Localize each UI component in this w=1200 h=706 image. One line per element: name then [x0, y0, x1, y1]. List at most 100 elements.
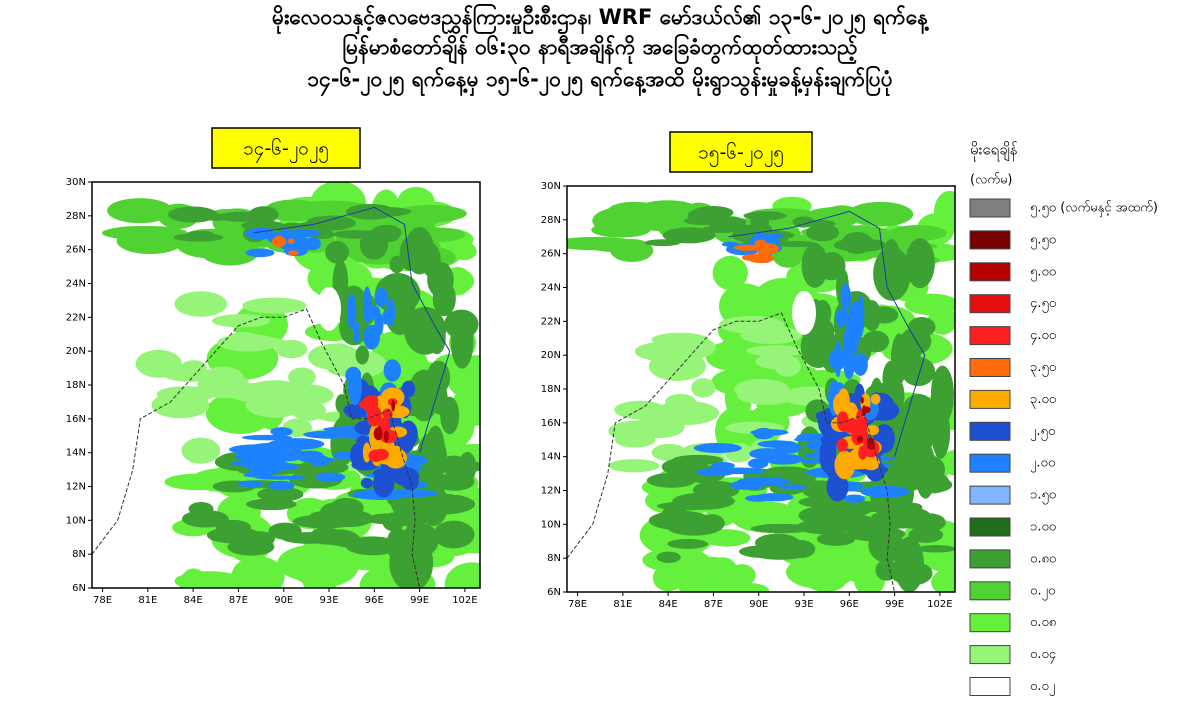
legend-swatch — [969, 517, 1011, 537]
rain-patch — [168, 206, 218, 223]
y-tick-label: 14N — [541, 452, 561, 463]
rain-patch — [156, 386, 216, 403]
rain-patch — [245, 248, 275, 258]
rain-patch — [608, 459, 660, 473]
rain-patch — [380, 387, 405, 408]
x-tick-label: 90E — [749, 599, 768, 610]
rain-patch — [384, 447, 407, 469]
rain-patch — [116, 227, 184, 255]
rain-patch — [345, 366, 362, 384]
y-tick-label: 18N — [66, 380, 86, 391]
rain-patch — [174, 291, 228, 317]
rain-patch — [231, 556, 285, 588]
legend-swatch — [969, 358, 1011, 377]
rain-patch — [695, 467, 736, 477]
rain-patch — [135, 349, 182, 378]
rain-patch — [384, 434, 388, 442]
rain-patch — [364, 395, 379, 406]
coastline — [567, 312, 896, 592]
rain-patch — [836, 438, 848, 452]
legend-label: ၄.၅၀ — [1030, 296, 1056, 313]
rain-patch — [478, 508, 480, 519]
rain-patch — [188, 502, 214, 516]
rain-patch — [833, 238, 887, 252]
x-tick-label: 78E — [93, 595, 112, 606]
rain-patch — [651, 332, 709, 347]
y-tick-label: 8N — [547, 553, 561, 564]
legend-swatch — [969, 549, 1011, 569]
date-box — [669, 131, 813, 173]
rain-patch — [844, 418, 861, 434]
rain-patch — [773, 240, 818, 248]
rain-patch — [329, 497, 364, 518]
x-tick-label: 99E — [885, 599, 904, 610]
rain-patch — [846, 313, 853, 350]
rain-patch — [374, 287, 389, 308]
x-tick-label: 81E — [138, 595, 157, 606]
rain-patch — [475, 540, 480, 549]
rain-patch — [816, 531, 856, 546]
rain-patch — [899, 508, 932, 530]
rain-patch — [856, 435, 863, 443]
rain-patch — [800, 325, 836, 369]
rain-patch — [398, 420, 418, 448]
rain-patch — [353, 321, 360, 344]
rain-patch — [427, 261, 454, 298]
rain-patch — [271, 236, 286, 248]
y-tick-label: 26N — [66, 245, 86, 256]
rain-patch — [792, 290, 817, 335]
y-tick-label: 10N — [541, 519, 561, 530]
legend-swatch — [969, 389, 1011, 409]
rain-patch — [860, 485, 910, 498]
rain-patch — [270, 427, 293, 437]
title-line: ၁၄-၆-၂၀၂၅ ရက်နေ့မှ ၁၅-၆-၂၀၂၅ ရက်နေ့အထိ မ… — [307, 64, 892, 97]
x-tick-label: 81E — [613, 599, 632, 610]
rain-patch — [241, 220, 285, 231]
rain-patch — [386, 527, 410, 562]
y-tick-label: 14N — [66, 448, 86, 459]
rain-patch — [693, 443, 742, 454]
x-tick-label: 84E — [659, 599, 678, 610]
rain-patch — [862, 330, 890, 353]
rain-patch — [275, 339, 308, 359]
rain-patch — [211, 314, 271, 328]
rain-patch — [404, 306, 447, 355]
legend-swatch — [969, 453, 1011, 473]
rain-patch — [362, 286, 372, 324]
rain-patch — [363, 324, 381, 350]
y-tick-label: 6N — [547, 587, 561, 598]
rain-patch — [247, 449, 308, 462]
rain-patch — [795, 435, 829, 442]
legend-swatch — [969, 294, 1011, 314]
rain-patch — [916, 545, 955, 553]
y-tick-label: 12N — [66, 482, 86, 493]
x-tick-label: 87E — [704, 599, 723, 610]
rain-patch — [482, 494, 558, 538]
rain-patch — [310, 215, 356, 231]
rain-patch — [729, 480, 765, 490]
rain-patch — [757, 440, 797, 448]
rain-patch — [389, 255, 404, 274]
legend-label: ၀.၀၂ — [1030, 679, 1055, 696]
rain-patch — [268, 480, 295, 491]
legend-label: ၁.၅၀ — [1030, 488, 1056, 505]
rain-patch — [404, 226, 435, 275]
y-tick-label: 18N — [541, 384, 561, 395]
rain-patch — [406, 504, 425, 563]
border — [253, 206, 451, 453]
rain-patch — [648, 510, 712, 531]
legend-label: ၃.၀၀ — [1030, 392, 1056, 409]
rain-patch — [747, 253, 775, 264]
rain-patch — [863, 300, 881, 332]
legend-label: ၁.၀၀ — [1030, 520, 1056, 535]
rain-patch — [667, 538, 709, 549]
rain-patch — [614, 432, 656, 448]
y-tick-label: 28N — [66, 211, 86, 222]
rain-patch — [843, 494, 866, 503]
rain-patch — [738, 545, 794, 559]
rain-patch — [718, 315, 785, 334]
rain-patch — [237, 480, 264, 488]
rain-patch — [750, 523, 812, 534]
rain-patch — [774, 355, 801, 377]
rain-patch — [875, 559, 898, 581]
